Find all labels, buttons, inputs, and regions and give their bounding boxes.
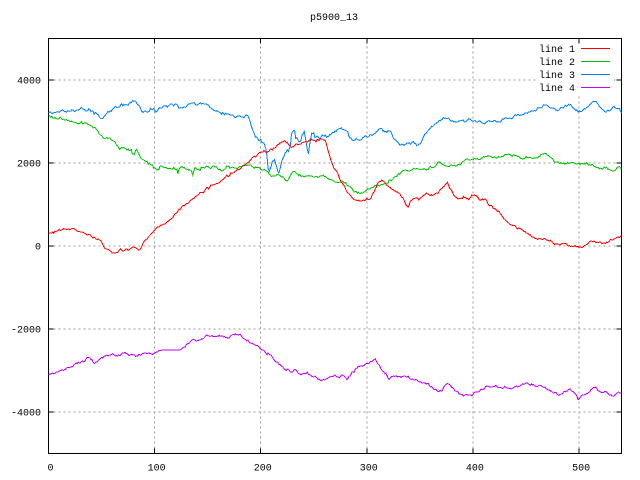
svg-text:-2000: -2000	[11, 326, 41, 337]
svg-text:4000: 4000	[17, 77, 41, 88]
svg-text:line 3: line 3	[539, 70, 575, 82]
svg-text:0: 0	[47, 464, 53, 475]
svg-text:line 1: line 1	[539, 44, 575, 56]
svg-text:0: 0	[35, 243, 41, 254]
svg-text:2000: 2000	[17, 160, 41, 171]
svg-text:400: 400	[466, 464, 484, 475]
svg-text:line 4: line 4	[539, 83, 575, 95]
svg-text:line 2: line 2	[539, 57, 575, 69]
svg-text:500: 500	[572, 464, 590, 475]
svg-text:200: 200	[254, 464, 272, 475]
svg-text:p5900_13: p5900_13	[310, 13, 358, 24]
svg-text:100: 100	[148, 464, 166, 475]
svg-text:300: 300	[360, 464, 378, 475]
svg-text:-4000: -4000	[11, 409, 41, 420]
